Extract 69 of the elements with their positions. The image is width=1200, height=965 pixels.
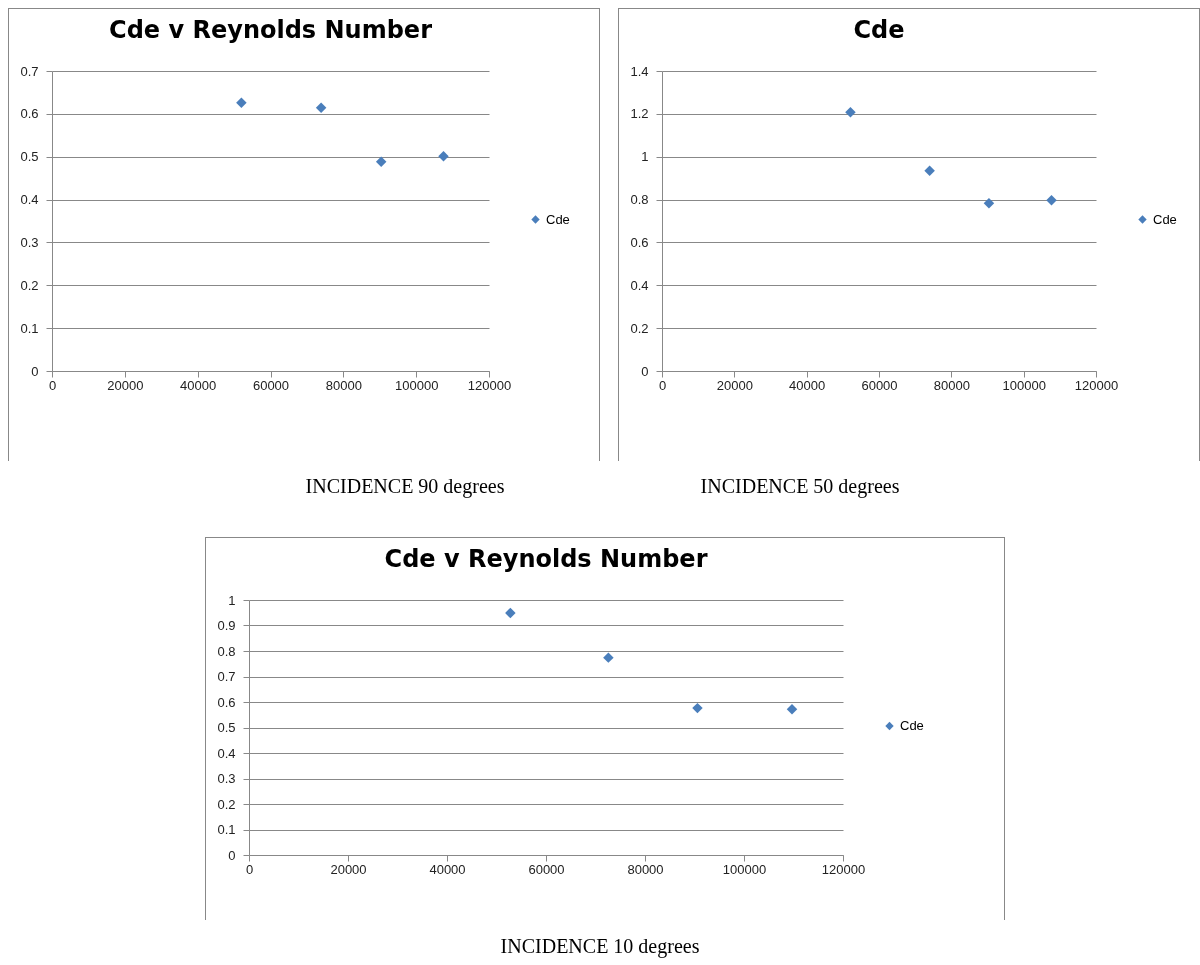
x-tick-label: 80000 xyxy=(325,377,362,393)
y-tick-label: 0 xyxy=(641,363,649,379)
y-tick-label: 0.3 xyxy=(20,234,39,250)
x-tick-label: 20000 xyxy=(330,861,367,877)
x-tick-label: 120000 xyxy=(467,377,512,393)
y-tick-label: 0 xyxy=(31,363,39,379)
x-tick-label: 120000 xyxy=(1074,377,1119,393)
y-tick-label: 1 xyxy=(641,149,649,165)
point xyxy=(983,197,995,209)
x-tick-label: 60000 xyxy=(861,377,898,393)
y-tick-label: 0.6 xyxy=(217,694,236,710)
y-tick-label: 0.3 xyxy=(217,771,236,786)
x-tick-label: 20000 xyxy=(716,377,753,393)
x-tick-label: 60000 xyxy=(252,377,290,393)
y-tick-label: 0.5 xyxy=(20,149,39,165)
x-tick-label: 80000 xyxy=(627,861,664,877)
x-tick-label: 40000 xyxy=(429,861,466,877)
y-tick-label: 0.4 xyxy=(20,192,39,208)
legend-label: Cde xyxy=(546,211,570,227)
x-tick-label: 100000 xyxy=(394,377,439,393)
x-tick-label: 120000 xyxy=(821,861,866,877)
y-tick-label: 0.1 xyxy=(217,822,236,837)
point xyxy=(603,652,614,663)
point xyxy=(236,97,247,108)
x-tick-label: 0 xyxy=(245,861,254,877)
y-tick-label: 0.7 xyxy=(217,669,236,684)
point xyxy=(315,102,327,114)
y-tick-label: 0 xyxy=(228,847,236,863)
point xyxy=(845,107,856,118)
y-tick-label: 0.8 xyxy=(217,643,236,659)
x-tick-label: 0 xyxy=(658,377,667,393)
y-tick-label: 1 xyxy=(228,592,236,608)
y-tick-label: 0.4 xyxy=(630,277,649,293)
x-tick-label: 100000 xyxy=(1002,377,1046,393)
y-tick-label: 0.2 xyxy=(20,277,39,293)
y-tick-label: 0.8 xyxy=(630,192,649,208)
point xyxy=(1046,194,1057,206)
point xyxy=(375,156,387,168)
y-tick-label: 0.1 xyxy=(20,320,39,336)
y-tick-label: 0.6 xyxy=(630,234,649,250)
y-tick-label: 1.2 xyxy=(630,106,649,122)
x-tick-label: 80000 xyxy=(933,377,970,393)
chart-title: Cde v Reynolds Number xyxy=(109,16,433,44)
x-tick-label: 20000 xyxy=(107,377,144,393)
y-tick-label: 0.2 xyxy=(217,796,236,812)
text: INCIDENCE 90 degrees xyxy=(304,475,506,498)
point xyxy=(786,703,798,715)
point xyxy=(505,607,516,619)
x-tick-label: 0 xyxy=(48,377,57,393)
point xyxy=(924,165,935,177)
point xyxy=(438,151,449,162)
text: INCIDENCE 50 degrees xyxy=(699,475,901,498)
y-tick-label: 1.4 xyxy=(630,63,649,79)
x-tick-label: 60000 xyxy=(528,861,565,877)
chart-title: Cde xyxy=(853,16,905,44)
point xyxy=(692,702,703,714)
x-tick-label: 40000 xyxy=(180,377,217,393)
y-tick-label: 0.7 xyxy=(20,63,39,79)
text: INCIDENCE 10 degrees xyxy=(499,935,701,958)
y-tick-label: 0.6 xyxy=(20,106,39,122)
y-tick-label: 0.5 xyxy=(217,720,236,735)
legend-label: Cde xyxy=(900,718,924,733)
chart-title: Cde v Reynolds Number xyxy=(384,545,708,573)
y-tick-label: 0.9 xyxy=(217,618,236,633)
y-tick-label: 0.4 xyxy=(217,745,236,761)
legend-label: Cde xyxy=(1153,211,1177,227)
x-tick-label: 40000 xyxy=(789,377,826,393)
x-tick-label: 100000 xyxy=(722,861,767,877)
y-tick-label: 0.2 xyxy=(630,320,649,336)
